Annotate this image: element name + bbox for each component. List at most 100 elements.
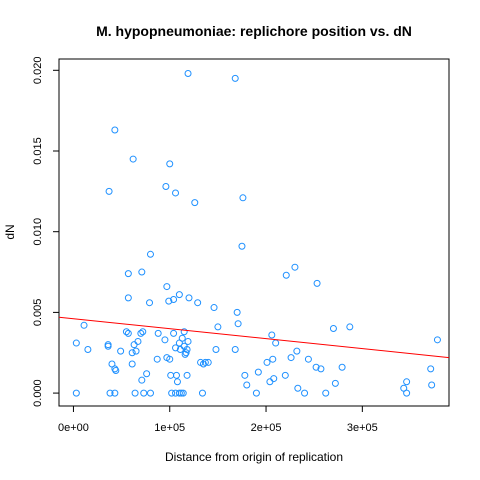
data-point [184,337,192,345]
data-point [130,341,138,349]
data-point [178,334,186,342]
regression-line [58,316,450,359]
data-point [161,336,169,344]
y-tick-label: 0.005 [32,299,44,327]
data-point [312,363,320,371]
y-tick-label: 0.020 [32,57,44,85]
data-point [111,126,119,134]
data-point [268,331,276,339]
data-point [124,270,132,278]
data-point [329,325,337,333]
data-point [183,346,191,354]
data-point [254,368,262,376]
data-point [175,389,183,397]
data-point [433,336,441,344]
data-point [403,378,411,386]
data-point [122,328,130,336]
data-point [80,321,88,329]
y-axis-label: dN [3,224,17,239]
data-point [163,283,171,291]
y-tick-label: 0.010 [32,218,44,246]
x-tick-label: 0e+00 [58,422,89,434]
data-point [270,375,278,383]
data-point [104,342,112,350]
data-point [146,299,154,307]
data-point [175,291,183,299]
data-point [137,329,145,337]
data-point [166,160,174,168]
data-point [338,363,346,371]
y-tick-label: 0.000 [32,379,44,407]
data-point [241,371,249,379]
data-point [322,389,330,397]
data-point [172,189,180,197]
y-tick-label: 0.015 [32,137,44,165]
data-point [291,263,299,271]
data-point [204,358,212,366]
data-point [166,355,174,363]
data-point [84,346,92,354]
data-point [231,74,239,82]
data-point [214,323,222,331]
data-point [331,379,339,387]
data-point [294,384,302,392]
data-point [346,323,354,331]
data-point [146,250,154,258]
data-point [184,70,192,78]
data-point [191,199,199,207]
data-point [179,389,187,397]
y-axis: 0.000 0.005 0.010 0.015 0.020 [32,57,59,407]
data-point [428,381,436,389]
data-point [128,360,136,368]
data-point [134,337,142,345]
data-point [427,365,435,373]
data-point [266,378,274,386]
data-point [129,155,137,163]
data-point [140,389,148,397]
data-point [170,329,178,337]
plot-frame [58,58,450,407]
data-point [132,347,140,355]
x-axis-label: Distance from origin of replication [165,450,343,464]
chart-title: M. hypopneumoniae: replichore position v… [96,23,412,39]
data-point [281,371,289,379]
data-point [146,389,154,397]
data-point [269,355,277,363]
data-point [106,389,114,397]
x-tick-label: 1e+05 [154,422,185,434]
data-point [128,349,136,357]
data-point [162,183,170,191]
data-point [233,308,241,316]
data-point [272,339,280,347]
data-point [403,389,411,397]
data-point [172,371,180,379]
x-tick-label: 2e+05 [251,422,282,434]
data-point [293,347,301,355]
data-point [317,365,325,373]
data-point [183,371,191,379]
data-point [180,328,188,336]
data-point [111,365,119,373]
data-point [210,304,218,312]
data-points [72,70,441,397]
data-point [139,328,147,336]
data-point [212,346,220,354]
x-axis: 0e+00 1e+05 2e+05 3e+05 [58,406,378,434]
data-point [154,329,162,337]
data-point [313,279,321,287]
data-point [177,389,185,397]
data-point [287,354,295,362]
data-point [231,346,239,354]
x-tick-label: 3e+05 [347,422,378,434]
data-point [194,299,202,307]
data-point [168,389,176,397]
data-point [165,297,173,305]
data-point [72,389,80,397]
data-point [170,295,178,303]
data-point [138,376,146,384]
data-point [243,381,251,389]
data-point [117,347,125,355]
data-point [252,389,260,397]
data-point [238,242,246,250]
